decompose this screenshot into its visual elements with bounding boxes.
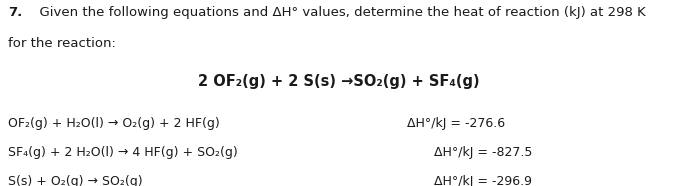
Text: for the reaction:: for the reaction: — [8, 37, 116, 50]
Text: 2 OF₂(g) + 2 S(s) →SO₂(g) + SF₄(g): 2 OF₂(g) + 2 S(s) →SO₂(g) + SF₄(g) — [198, 74, 480, 89]
Text: OF₂(g) + H₂O(l) → O₂(g) + 2 HF(g): OF₂(g) + H₂O(l) → O₂(g) + 2 HF(g) — [8, 117, 220, 130]
Text: ΔH°/kJ = -827.5: ΔH°/kJ = -827.5 — [434, 146, 532, 159]
Text: ΔH°/kJ = -276.6: ΔH°/kJ = -276.6 — [407, 117, 505, 130]
Text: Given the following equations and ΔH° values, determine the heat of reaction (kJ: Given the following equations and ΔH° va… — [31, 6, 645, 19]
Text: ΔH°/kJ = -296.9: ΔH°/kJ = -296.9 — [434, 175, 532, 186]
Text: 7.: 7. — [8, 6, 22, 19]
Text: S(s) + O₂(g) → SO₂(g): S(s) + O₂(g) → SO₂(g) — [8, 175, 143, 186]
Text: SF₄(g) + 2 H₂O(l) → 4 HF(g) + SO₂(g): SF₄(g) + 2 H₂O(l) → 4 HF(g) + SO₂(g) — [8, 146, 238, 159]
